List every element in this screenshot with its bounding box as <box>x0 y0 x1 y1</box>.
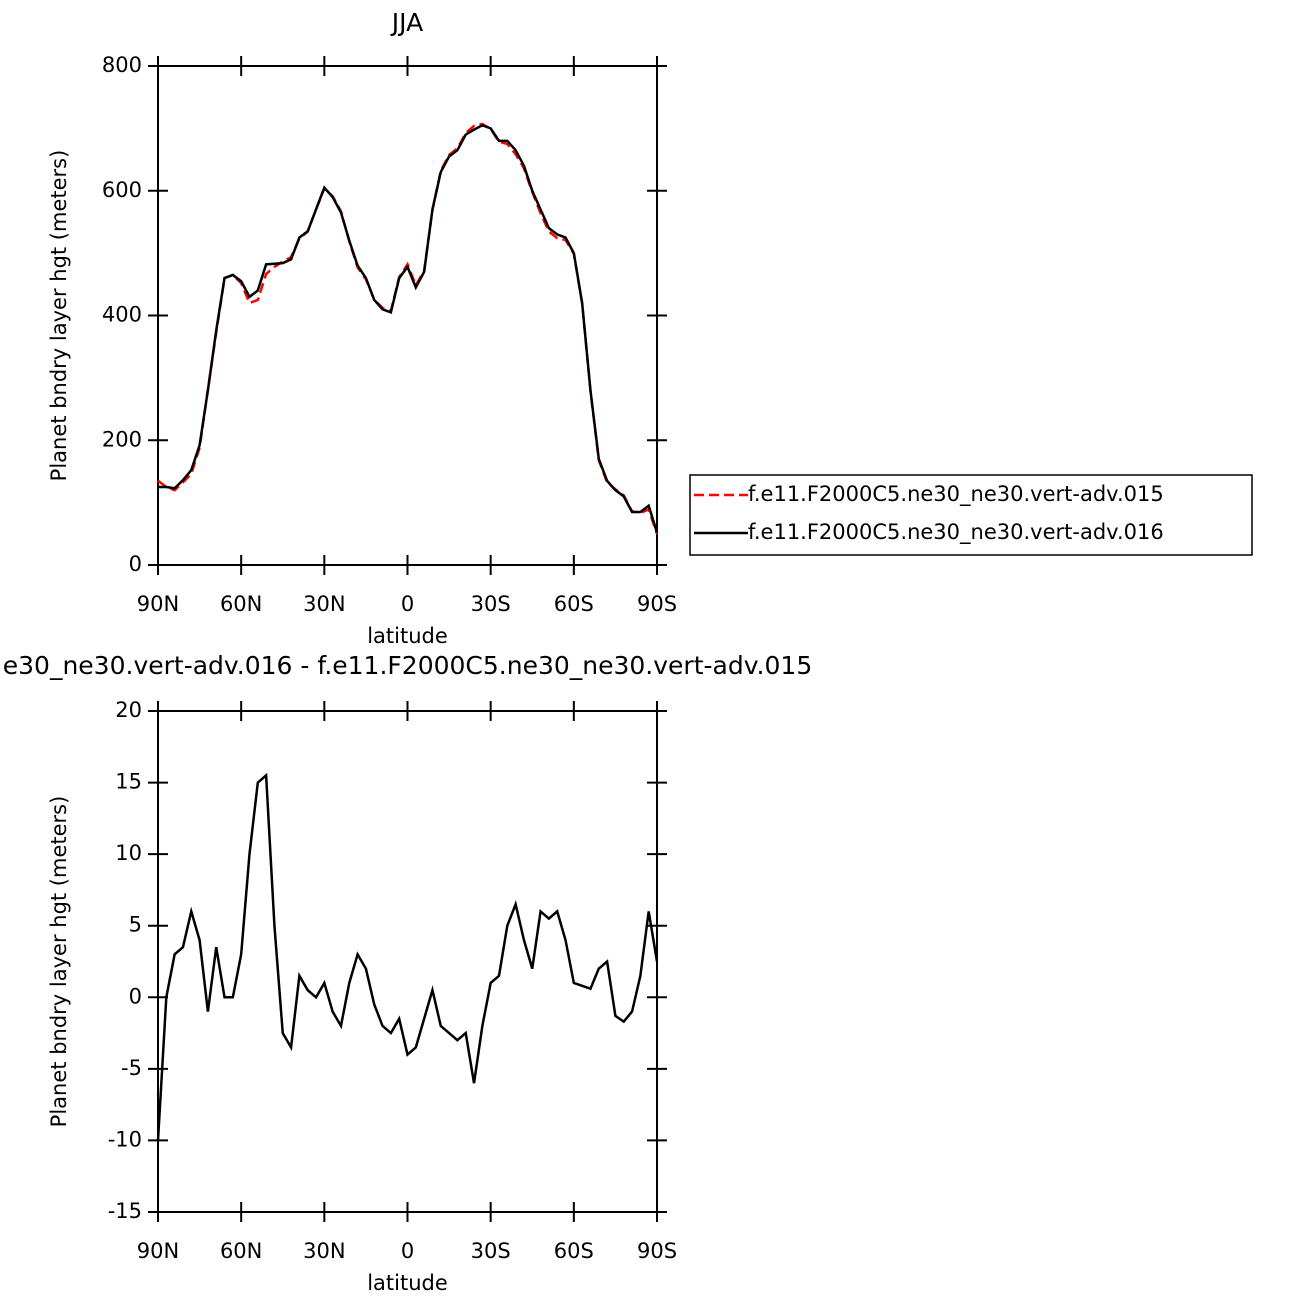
y-axis-label: Planet bndry layer hgt (meters) <box>47 796 71 1128</box>
y-tick-label: 600 <box>102 178 142 202</box>
x-axis-label: latitude <box>367 1271 448 1295</box>
plot-frame <box>157 710 658 1213</box>
x-tick-label: 30S <box>471 1239 511 1263</box>
chart-title: e30_ne30.vert-adv.016 - f.e11.F2000C5.ne… <box>3 651 812 680</box>
y-tick-label: 10 <box>115 841 142 865</box>
x-tick-label: 90N <box>137 592 179 616</box>
data-line <box>157 122 659 535</box>
x-tick-label: 90S <box>637 1239 677 1263</box>
y-tick-label: 0 <box>129 552 142 576</box>
x-tick-label: 60S <box>554 592 594 616</box>
x-tick-label: 0 <box>401 592 414 616</box>
y-tick-label: 400 <box>102 303 142 327</box>
y-tick-label: 200 <box>102 427 142 451</box>
x-tick-label: 30N <box>303 1239 345 1263</box>
y-tick-label: -15 <box>108 1199 142 1223</box>
y-tick-label: 20 <box>115 698 142 722</box>
x-tick-label: 30S <box>471 592 511 616</box>
chart-title: JJA <box>390 8 423 37</box>
y-tick-label: 15 <box>115 770 142 794</box>
plot-frame <box>157 65 658 566</box>
legend-label: f.e11.F2000C5.ne30_ne30.vert-adv.015 <box>748 482 1164 507</box>
y-tick-label: -5 <box>121 1056 142 1080</box>
y-axis-label: Planet bndry layer hgt (meters) <box>47 150 71 482</box>
data-line <box>158 123 659 533</box>
x-tick-label: 90S <box>637 592 677 616</box>
legend-label: f.e11.F2000C5.ne30_ne30.vert-adv.016 <box>748 520 1164 545</box>
x-axis-label: latitude <box>367 624 448 648</box>
x-tick-label: 30N <box>303 592 345 616</box>
y-tick-label: 0 <box>129 984 142 1008</box>
legend-box <box>689 474 1253 556</box>
x-tick-label: 90N <box>137 1239 179 1263</box>
x-tick-label: 60N <box>220 592 262 616</box>
x-tick-label: 60N <box>220 1239 262 1263</box>
y-tick-label: 800 <box>102 53 142 77</box>
y-tick-label: -10 <box>108 1127 142 1151</box>
x-tick-label: 60S <box>554 1239 594 1263</box>
data-line <box>156 772 659 1141</box>
y-tick-label: 5 <box>129 913 142 937</box>
x-tick-label: 0 <box>401 1239 414 1263</box>
